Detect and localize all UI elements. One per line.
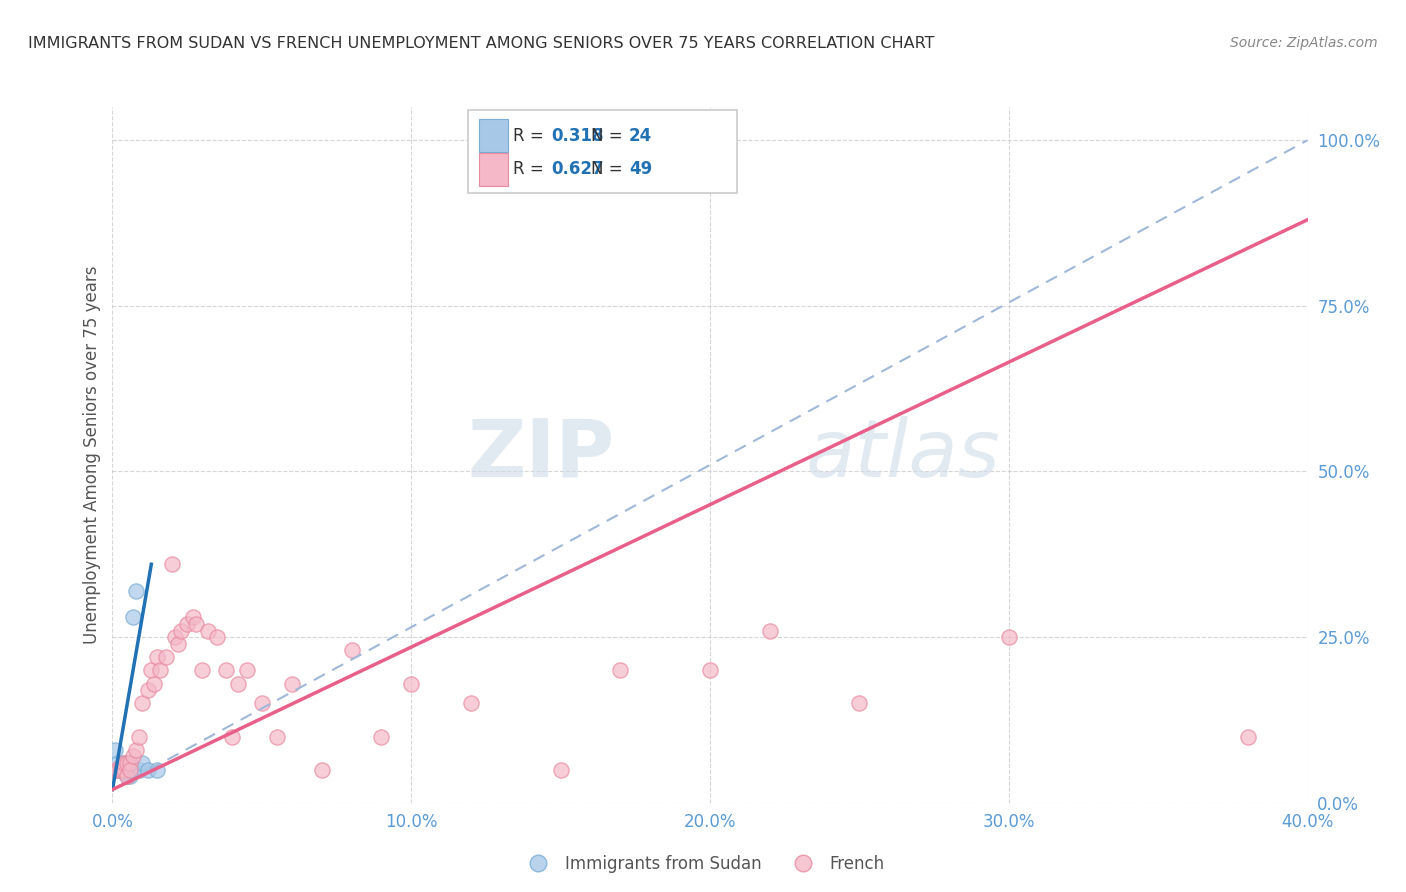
Text: 0.627: 0.627 [551,160,603,178]
Point [550,763,572,777]
Text: R =: R = [513,127,548,145]
Point [370,730,392,744]
Point [186,616,208,631]
Point [117,756,139,770]
Point [226,676,249,690]
Point [104,743,127,757]
Point [120,763,142,777]
Point [110,763,132,777]
Point [699,663,721,677]
Point [170,624,193,638]
Point [125,583,148,598]
Point [141,663,163,677]
Point [128,763,150,777]
Text: 0.318: 0.318 [551,127,603,145]
Point [162,558,183,572]
Point [138,683,160,698]
Text: R =: R = [513,160,548,178]
Point [191,663,214,677]
Point [138,763,160,777]
Point [120,763,142,777]
Point [107,763,129,777]
Text: N =: N = [591,127,627,145]
Point [104,763,127,777]
Text: IMMIGRANTS FROM SUDAN VS FRENCH UNEMPLOYMENT AMONG SENIORS OVER 75 YEARS CORRELA: IMMIGRANTS FROM SUDAN VS FRENCH UNEMPLOY… [28,36,935,51]
Point [146,650,169,665]
Point [998,630,1021,644]
Point [114,756,135,770]
Point [120,769,142,783]
Point [181,610,204,624]
Point [117,769,139,783]
Point [167,637,190,651]
Point [848,697,870,711]
Point [215,663,238,677]
Point [146,763,169,777]
Point [128,730,150,744]
Legend: Immigrants from Sudan, French: Immigrants from Sudan, French [515,848,891,880]
Point [401,676,423,690]
Point [266,730,288,744]
Point [122,763,145,777]
Point [125,743,148,757]
Point [131,697,153,711]
Point [110,759,132,773]
Y-axis label: Unemployment Among Seniors over 75 years: Unemployment Among Seniors over 75 years [83,266,101,644]
Point [165,630,187,644]
Point [107,763,129,777]
Point [1237,730,1260,744]
Text: 49: 49 [628,160,652,178]
Point [120,756,142,770]
Point [197,624,219,638]
Point [759,624,782,638]
Point [131,756,153,770]
Point [114,763,135,777]
Point [221,730,243,744]
Text: atlas: atlas [806,416,1001,494]
Text: Source: ZipAtlas.com: Source: ZipAtlas.com [1230,36,1378,50]
Point [205,630,228,644]
Point [149,663,172,677]
Point [340,643,363,657]
Point [114,756,135,770]
Point [250,697,273,711]
Point [236,663,259,677]
Point [110,759,132,773]
Point [311,763,333,777]
Point [117,763,139,777]
Point [110,763,132,777]
Point [143,676,166,690]
Point [114,763,135,777]
Text: 24: 24 [628,127,652,145]
Point [460,697,482,711]
Point [609,663,631,677]
Point [117,763,139,777]
Point [281,676,304,690]
Point [117,769,139,783]
Point [155,650,177,665]
Point [176,616,198,631]
Point [117,759,139,773]
Point [117,756,139,770]
Text: N =: N = [591,160,627,178]
Point [122,749,145,764]
Point [107,756,129,770]
Point [114,763,135,777]
Point [110,763,132,777]
Point [120,763,142,777]
Point [122,610,145,624]
Text: ZIP: ZIP [467,416,614,494]
